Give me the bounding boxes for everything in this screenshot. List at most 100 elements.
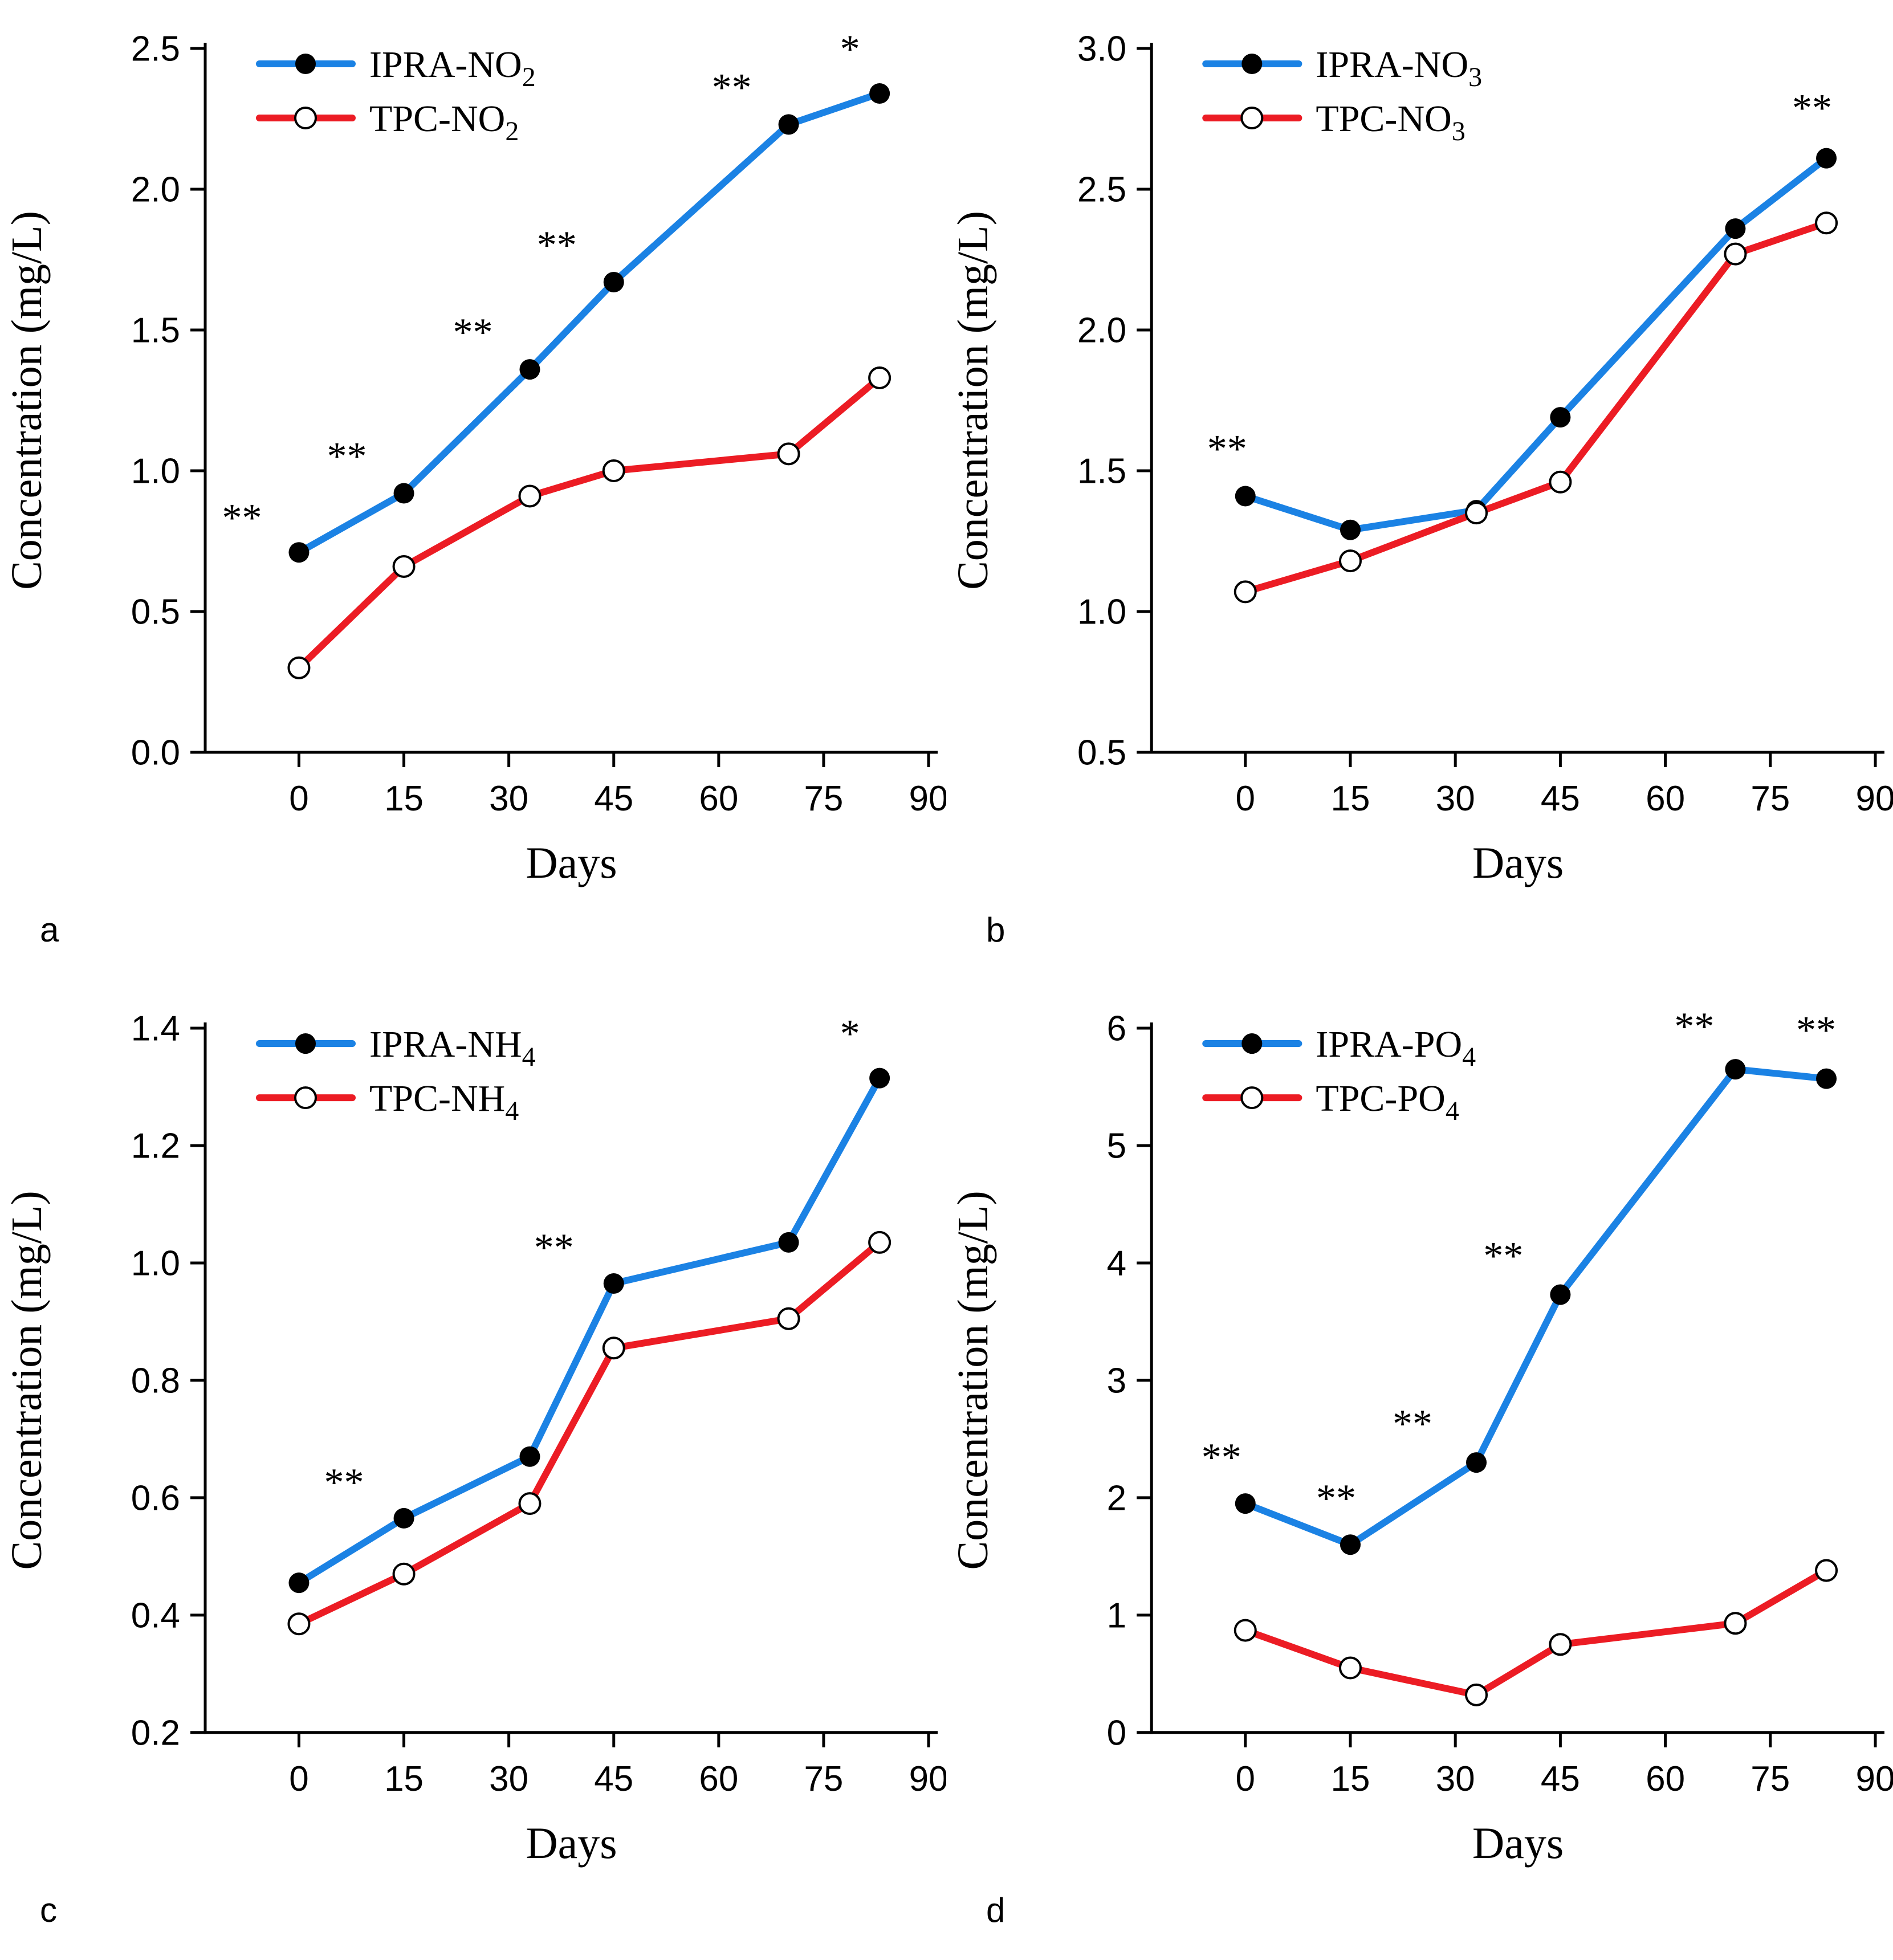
- x-tick-label: 90: [909, 779, 946, 818]
- significance-marker: **: [1202, 1436, 1241, 1480]
- marker-IPRA-NO2-5: [869, 83, 890, 104]
- significance-marker: *: [840, 27, 860, 71]
- axes-c: 0.2 0.4 0.6 0.8 1.0 1.2 1.4 0 15 30 45 60 75 90: [131, 1009, 946, 1799]
- chart-b: 0.5 1.0 1.5 2.0 2.5 3.0 0 15 30 45 60 75 90 Concentra…: [949, 30, 1893, 949]
- marker-TPC-PO4-2: [1465, 1683, 1488, 1706]
- series-IPRA-NO3: [1235, 148, 1837, 540]
- y-tick-label: 2.0: [1077, 311, 1126, 351]
- y-tick-label: 1.4: [131, 1009, 180, 1049]
- x-tick-label: 45: [1541, 1759, 1580, 1799]
- y-tick-label: 2.5: [1077, 170, 1126, 210]
- marker-TPC-NH4-4: [777, 1307, 800, 1330]
- y-axis-title: Concentration (mg/L): [3, 1191, 51, 1570]
- y-tick-label: 2.0: [131, 170, 180, 210]
- marker-IPRA-NO2-2: [519, 359, 540, 380]
- x-tick-label: 30: [1436, 1759, 1475, 1799]
- marker-TPC-PO4-3: [1549, 1633, 1572, 1656]
- y-axis-title: Concentration (mg/L): [949, 1191, 997, 1570]
- x-tick-label: 90: [1856, 1759, 1893, 1799]
- marker-IPRA-NH4-2: [519, 1446, 540, 1467]
- series-TPC-NO3: [1233, 211, 1838, 604]
- y-tick-label: 0.8: [131, 1362, 180, 1401]
- legend-marker-TPC-NO3: [1240, 107, 1264, 129]
- panel-d: 0 1 2 3 4 5 6 0 15 30 45 60 75 90 Concentration (mg/L)…: [946, 980, 1893, 1960]
- legend-label-IPRA-NO2: IPRA-NO2: [369, 44, 536, 92]
- series-IPRA-PO4: [1235, 1059, 1837, 1555]
- x-tick-label: 0: [289, 1759, 308, 1799]
- y-tick-label: 0.2: [131, 1713, 180, 1753]
- marker-TPC-NO3-5: [1815, 211, 1838, 235]
- y-tick-label: 1.0: [131, 1244, 180, 1283]
- legend-b: IPRA-NO3 TPC-NO3: [1202, 44, 1482, 146]
- x-tick-label: 15: [384, 1759, 424, 1799]
- significance-c: *****: [324, 1012, 860, 1505]
- series-line-TPC-PO4: [1241, 1567, 1830, 1698]
- marker-TPC-NO2-0: [287, 656, 311, 679]
- significance-marker: **: [327, 435, 367, 479]
- marker-TPC-NO3-3: [1549, 470, 1572, 494]
- x-tick-label: 75: [804, 1759, 843, 1799]
- marker-IPRA-NH4-1: [393, 1507, 414, 1529]
- panel-a: 0.0 0.5 1.0 1.5 2.0 2.5 0 15 30 45 60 75 90 Concentra…: [0, 0, 946, 980]
- marker-IPRA-NH4-5: [869, 1067, 890, 1089]
- x-tick-label: 30: [1436, 779, 1475, 818]
- marker-TPC-NH4-1: [392, 1562, 416, 1586]
- legend-marker-IPRA-NO3: [1241, 54, 1263, 74]
- significance-marker: **: [453, 311, 492, 354]
- x-tick-label: 30: [489, 1759, 528, 1799]
- marker-TPC-PO4-0: [1233, 1619, 1257, 1642]
- x-tick-label: 30: [489, 779, 528, 818]
- series-TPC-NO2: [287, 366, 891, 679]
- y-tick-label: 1.0: [1077, 593, 1126, 632]
- y-tick-label: 6: [1107, 1009, 1127, 1049]
- y-tick-label: 5: [1107, 1127, 1127, 1166]
- x-tick-label: 0: [289, 779, 308, 818]
- marker-TPC-PO4-4: [1724, 1612, 1747, 1635]
- y-tick-label: 2: [1107, 1479, 1127, 1518]
- x-tick-label: 75: [1750, 1759, 1790, 1799]
- x-tick-label: 60: [699, 1759, 738, 1799]
- y-tick-label: 1.5: [131, 311, 180, 351]
- legend-a: IPRA-NO2 TPC-NO2: [256, 44, 536, 146]
- x-tick-label: 60: [1646, 1759, 1685, 1799]
- legend-d: IPRA-PO4 TPC-PO4: [1202, 1024, 1476, 1126]
- series-IPRA-NH4: [288, 1067, 890, 1594]
- significance-marker: **: [1207, 427, 1247, 471]
- y-tick-label: 0.5: [1077, 734, 1126, 773]
- legend-marker-IPRA-PO4: [1241, 1033, 1263, 1054]
- series-IPRA-NO2: [288, 83, 890, 563]
- x-tick-label: 90: [909, 1759, 946, 1799]
- significance-marker: **: [324, 1461, 364, 1505]
- y-tick-label: 1.2: [131, 1127, 180, 1166]
- x-tick-label: 15: [384, 779, 424, 818]
- panel-letter-d: d: [986, 1891, 1005, 1929]
- y-tick-label: 1.5: [1077, 452, 1126, 491]
- legend-label-IPRA-PO4: IPRA-PO4: [1316, 1024, 1476, 1072]
- y-tick-label: 1.0: [131, 452, 180, 491]
- x-axis-title: Days: [1472, 838, 1564, 887]
- x-tick-label: 75: [1750, 779, 1790, 818]
- series-line-TPC-NH4: [295, 1238, 884, 1628]
- x-tick-label: 0: [1236, 779, 1255, 818]
- axes-b: 0.5 1.0 1.5 2.0 2.5 3.0 0 15 30 45 60 75 90: [1077, 30, 1893, 818]
- marker-IPRA-NO3-5: [1816, 148, 1837, 169]
- marker-TPC-NO3-1: [1338, 549, 1362, 573]
- marker-IPRA-NO2-3: [603, 272, 624, 293]
- axes-a: 0.0 0.5 1.0 1.5 2.0 2.5 0 15 30 45 60 75 90: [131, 30, 946, 818]
- marker-TPC-NO2-2: [518, 484, 542, 508]
- x-axis-title: Days: [1472, 1818, 1564, 1868]
- significance-marker: **: [712, 66, 752, 109]
- chart-a: 0.0 0.5 1.0 1.5 2.0 2.5 0 15 30 45 60 75 90 Concentra…: [3, 27, 946, 949]
- y-tick-label: 0.5: [131, 593, 180, 632]
- series-TPC-PO4: [1233, 1559, 1838, 1706]
- x-tick-label: 60: [699, 779, 738, 818]
- marker-IPRA-NO3-3: [1550, 407, 1571, 428]
- series-line-IPRA-NO3: [1241, 154, 1830, 533]
- significance-marker: **: [537, 223, 577, 267]
- x-tick-label: 60: [1646, 779, 1685, 818]
- marker-TPC-NH4-2: [518, 1492, 542, 1515]
- y-tick-label: 3.0: [1077, 30, 1126, 69]
- significance-marker: **: [534, 1226, 574, 1270]
- x-tick-label: 0: [1236, 1759, 1256, 1799]
